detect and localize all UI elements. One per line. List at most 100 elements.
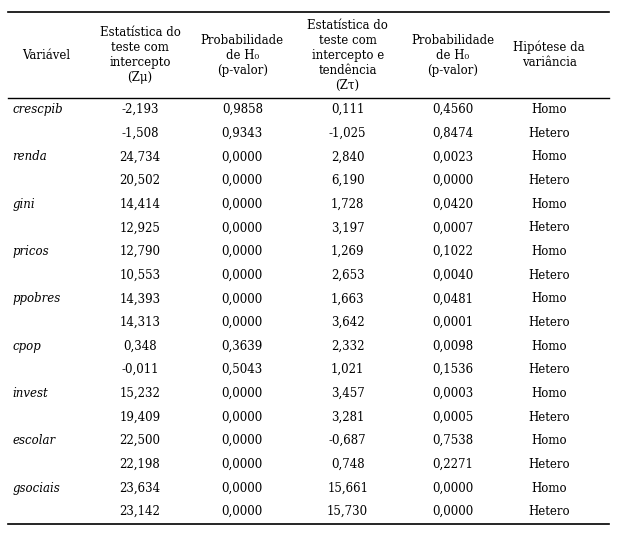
Text: pricos: pricos xyxy=(12,245,49,258)
Text: -0,011: -0,011 xyxy=(121,363,159,376)
Text: Homo: Homo xyxy=(531,197,567,211)
Text: Probabilidade
de H₀
(p-valor): Probabilidade de H₀ (p-valor) xyxy=(201,34,284,76)
Text: 0,5043: 0,5043 xyxy=(222,363,263,376)
Text: 1,021: 1,021 xyxy=(331,363,364,376)
Text: 10,553: 10,553 xyxy=(120,269,160,281)
Text: 14,313: 14,313 xyxy=(120,316,160,329)
Text: 3,281: 3,281 xyxy=(331,410,364,424)
Text: -0,687: -0,687 xyxy=(329,434,366,447)
Text: 12,790: 12,790 xyxy=(120,245,160,258)
Text: gsociais: gsociais xyxy=(12,482,60,494)
Text: crescpib: crescpib xyxy=(12,103,63,116)
Text: 0,0005: 0,0005 xyxy=(433,410,474,424)
Text: 0,0420: 0,0420 xyxy=(433,197,473,211)
Text: 1,663: 1,663 xyxy=(331,293,365,305)
Text: 0,0000: 0,0000 xyxy=(222,197,263,211)
Text: -1,508: -1,508 xyxy=(121,127,159,140)
Text: 0,111: 0,111 xyxy=(331,103,364,116)
Text: Homo: Homo xyxy=(531,150,567,163)
Text: -1,025: -1,025 xyxy=(329,127,366,140)
Text: Hipótese da
variância: Hipótese da variância xyxy=(513,41,585,69)
Text: Estatística do
teste com
intercepto
(Zμ): Estatística do teste com intercepto (Zμ) xyxy=(99,26,180,84)
Text: 0,0000: 0,0000 xyxy=(433,482,474,494)
Text: Homo: Homo xyxy=(531,293,567,305)
Text: invest: invest xyxy=(12,387,48,400)
Text: 0,2271: 0,2271 xyxy=(433,458,473,471)
Text: Homo: Homo xyxy=(531,434,567,447)
Text: Homo: Homo xyxy=(531,103,567,116)
Text: 0,0000: 0,0000 xyxy=(433,174,474,187)
Text: 0,348: 0,348 xyxy=(123,340,157,353)
Text: 19,409: 19,409 xyxy=(120,410,160,424)
Text: gini: gini xyxy=(12,197,35,211)
Text: 0,0000: 0,0000 xyxy=(222,458,263,471)
Text: Hetero: Hetero xyxy=(529,363,570,376)
Text: 24,734: 24,734 xyxy=(120,150,160,163)
Text: Hetero: Hetero xyxy=(529,269,570,281)
Text: 0,0000: 0,0000 xyxy=(222,482,263,494)
Text: 2,840: 2,840 xyxy=(331,150,365,163)
Text: 23,142: 23,142 xyxy=(120,505,160,518)
Text: ppobres: ppobres xyxy=(12,293,60,305)
Text: 0,0000: 0,0000 xyxy=(222,221,263,234)
Text: Hetero: Hetero xyxy=(529,316,570,329)
Text: 14,414: 14,414 xyxy=(120,197,160,211)
Text: 0,4560: 0,4560 xyxy=(433,103,474,116)
Text: 0,1536: 0,1536 xyxy=(433,363,473,376)
Text: 0,0000: 0,0000 xyxy=(222,387,263,400)
Text: Hetero: Hetero xyxy=(529,127,570,140)
Text: escolar: escolar xyxy=(12,434,56,447)
Text: 1,269: 1,269 xyxy=(331,245,365,258)
Text: 0,0000: 0,0000 xyxy=(222,269,263,281)
Text: Homo: Homo xyxy=(531,245,567,258)
Text: 0,0000: 0,0000 xyxy=(222,410,263,424)
Text: Homo: Homo xyxy=(531,340,567,353)
Text: 14,393: 14,393 xyxy=(120,293,160,305)
Text: 0,0000: 0,0000 xyxy=(222,150,263,163)
Text: cpop: cpop xyxy=(12,340,41,353)
Text: Hetero: Hetero xyxy=(529,410,570,424)
Text: 0,7538: 0,7538 xyxy=(433,434,473,447)
Text: Homo: Homo xyxy=(531,387,567,400)
Text: Hetero: Hetero xyxy=(529,458,570,471)
Text: 6,190: 6,190 xyxy=(331,174,365,187)
Text: Hetero: Hetero xyxy=(529,174,570,187)
Text: 0,8474: 0,8474 xyxy=(433,127,473,140)
Text: Hetero: Hetero xyxy=(529,221,570,234)
Text: 2,332: 2,332 xyxy=(331,340,365,353)
Text: 20,502: 20,502 xyxy=(120,174,160,187)
Text: Probabilidade
de H₀
(p-valor): Probabilidade de H₀ (p-valor) xyxy=(412,34,495,76)
Text: 0,0007: 0,0007 xyxy=(433,221,474,234)
Text: 0,0040: 0,0040 xyxy=(433,269,474,281)
Text: renda: renda xyxy=(12,150,47,163)
Text: -2,193: -2,193 xyxy=(121,103,159,116)
Text: 0,0001: 0,0001 xyxy=(433,316,473,329)
Text: 3,197: 3,197 xyxy=(331,221,365,234)
Text: 1,728: 1,728 xyxy=(331,197,364,211)
Text: 23,634: 23,634 xyxy=(120,482,160,494)
Text: 15,232: 15,232 xyxy=(120,387,160,400)
Text: 0,9343: 0,9343 xyxy=(222,127,263,140)
Text: 0,0000: 0,0000 xyxy=(222,505,263,518)
Text: 0,3639: 0,3639 xyxy=(222,340,263,353)
Text: 0,9858: 0,9858 xyxy=(222,103,263,116)
Text: 12,925: 12,925 xyxy=(120,221,160,234)
Text: 0,0000: 0,0000 xyxy=(222,245,263,258)
Text: 0,0000: 0,0000 xyxy=(222,434,263,447)
Text: 0,0023: 0,0023 xyxy=(433,150,473,163)
Text: 0,1022: 0,1022 xyxy=(433,245,473,258)
Text: Hetero: Hetero xyxy=(529,505,570,518)
Text: Estatística do
teste com
intercepto e
tendência
(Zτ): Estatística do teste com intercepto e te… xyxy=(307,19,388,92)
Text: Variável: Variável xyxy=(23,49,71,61)
Text: 0,748: 0,748 xyxy=(331,458,365,471)
Text: 2,653: 2,653 xyxy=(331,269,365,281)
Text: 15,730: 15,730 xyxy=(327,505,368,518)
Text: 22,500: 22,500 xyxy=(120,434,160,447)
Text: 0,0003: 0,0003 xyxy=(433,387,474,400)
Text: Homo: Homo xyxy=(531,482,567,494)
Text: 0,0481: 0,0481 xyxy=(433,293,473,305)
Text: 0,0000: 0,0000 xyxy=(222,316,263,329)
Text: 0,0000: 0,0000 xyxy=(433,505,474,518)
Text: 3,457: 3,457 xyxy=(331,387,365,400)
Text: 0,0000: 0,0000 xyxy=(222,293,263,305)
